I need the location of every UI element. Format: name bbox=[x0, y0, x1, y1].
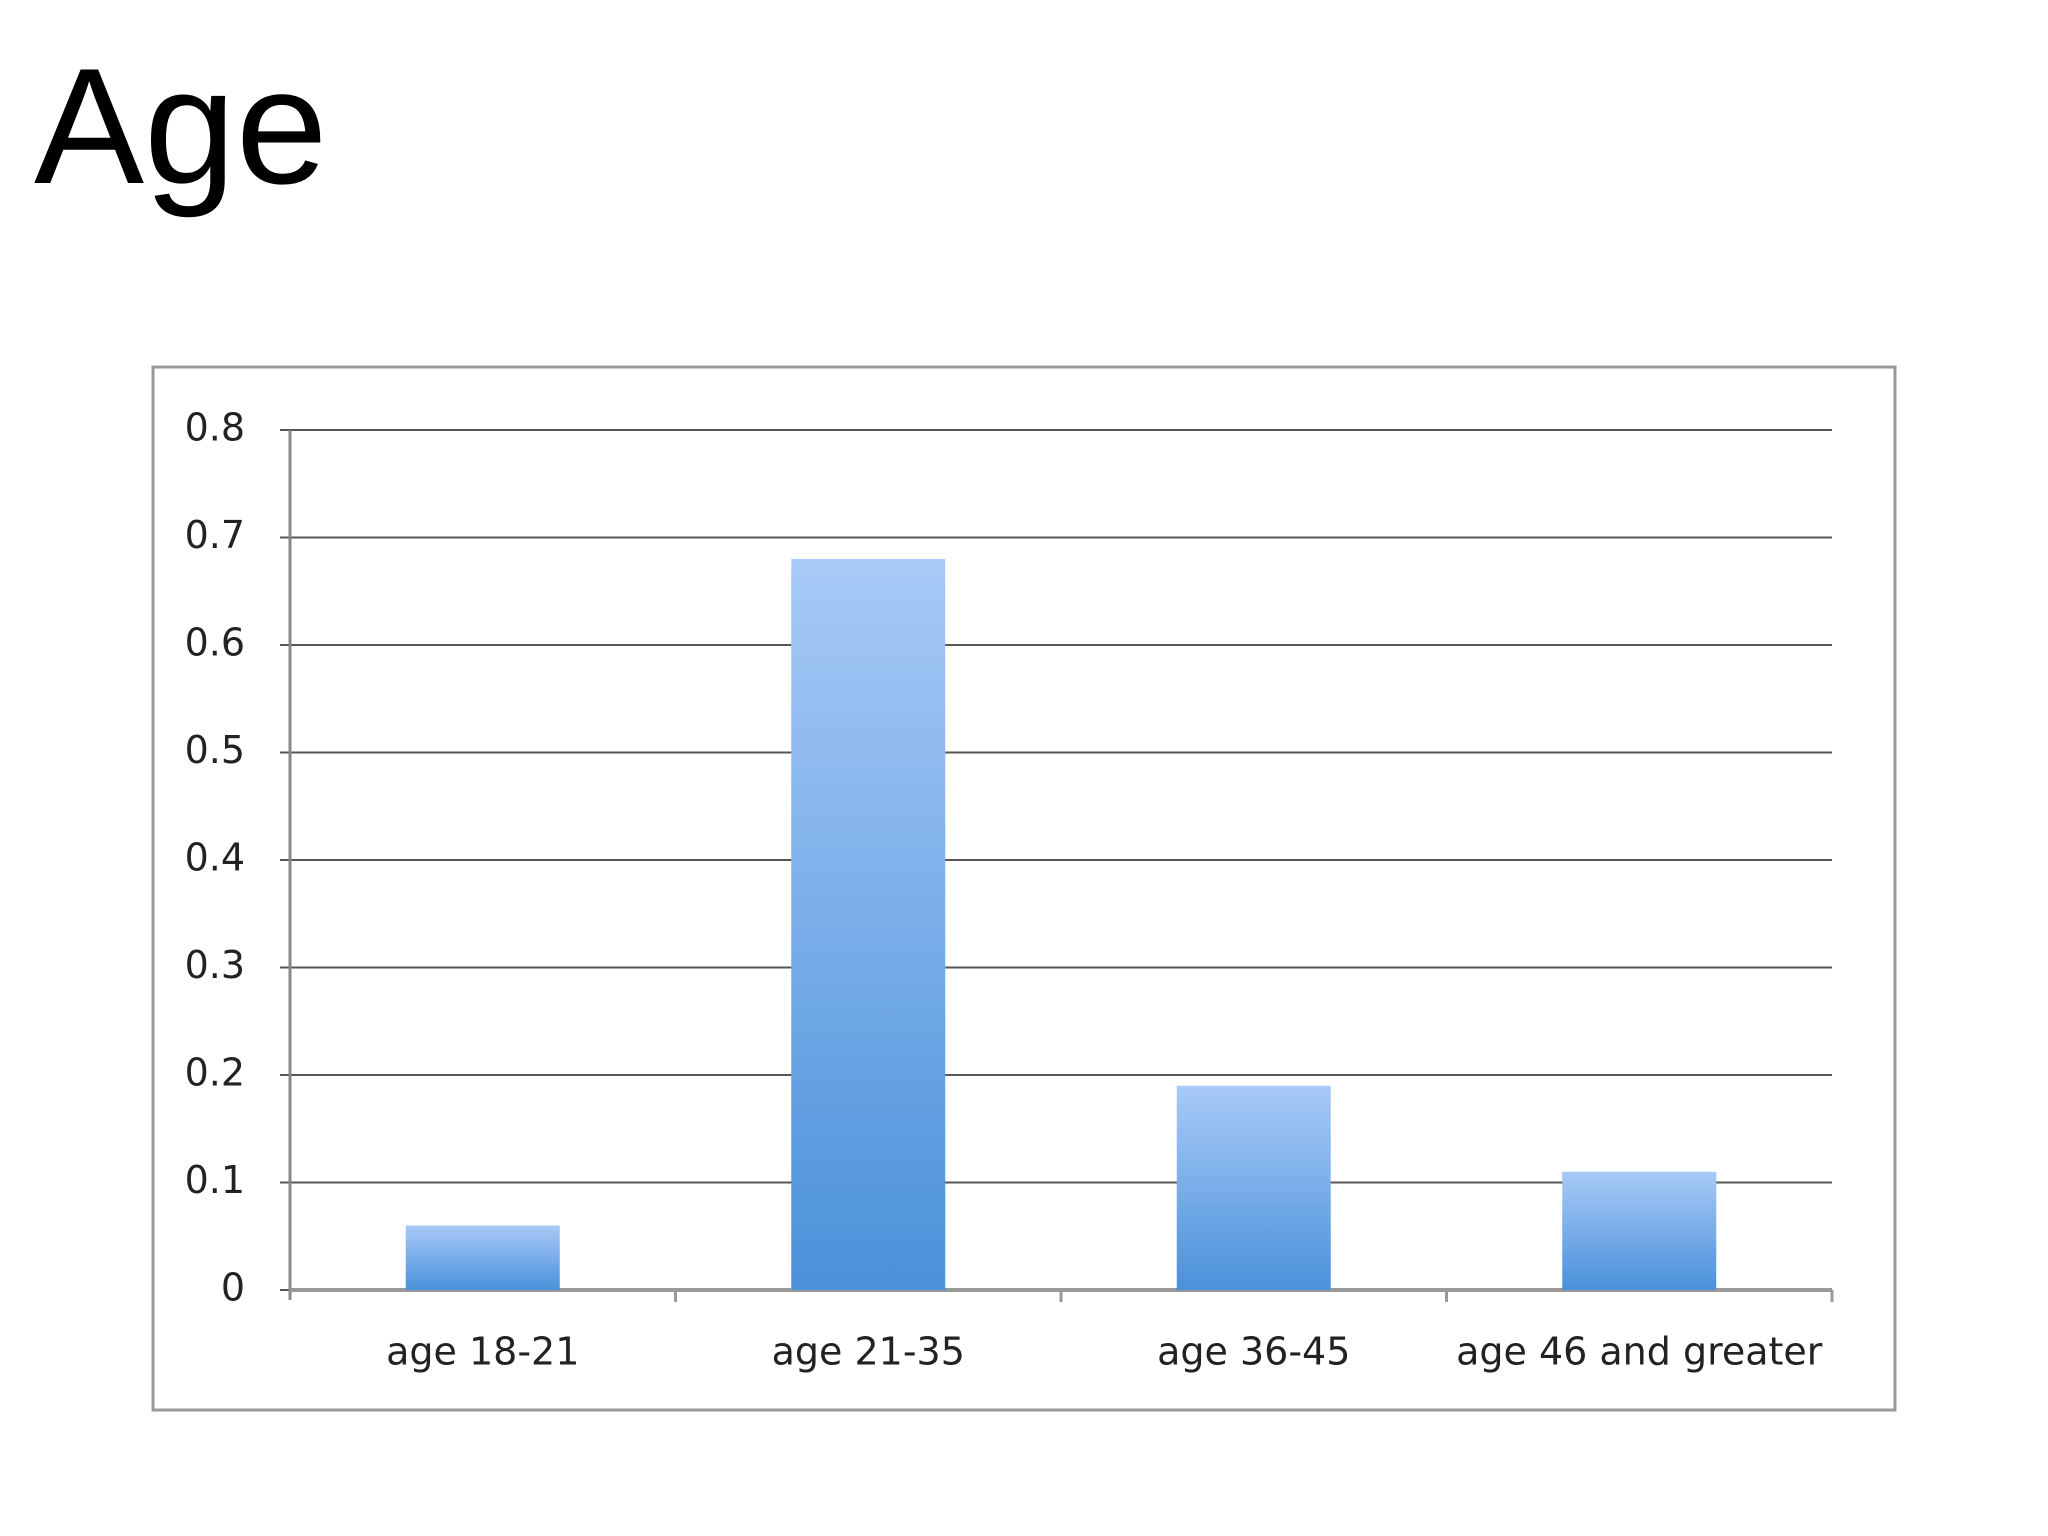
x-tick-label: age 36-45 bbox=[1157, 1330, 1350, 1374]
bar bbox=[405, 1225, 560, 1290]
x-tick-label: age 21-35 bbox=[772, 1330, 965, 1374]
y-tick-label: 0.8 bbox=[185, 406, 245, 450]
y-tick-label: 0.2 bbox=[185, 1051, 245, 1095]
y-tick-label: 0.1 bbox=[185, 1158, 245, 1202]
y-tick-label: 0.4 bbox=[185, 836, 245, 880]
x-tick-label: age 46 and greater bbox=[1456, 1330, 1823, 1374]
bar bbox=[791, 559, 946, 1290]
x-tick-label: age 18-21 bbox=[386, 1330, 579, 1374]
y-tick-label: 0.5 bbox=[185, 728, 245, 772]
bar bbox=[1176, 1085, 1331, 1290]
y-tick-label: 0.6 bbox=[185, 621, 245, 665]
y-tick-label: 0 bbox=[221, 1266, 245, 1310]
chart-title: Age bbox=[34, 34, 328, 218]
y-tick-label: 0.7 bbox=[185, 513, 245, 557]
bar bbox=[1562, 1171, 1717, 1290]
y-tick-label: 0.3 bbox=[185, 943, 245, 987]
